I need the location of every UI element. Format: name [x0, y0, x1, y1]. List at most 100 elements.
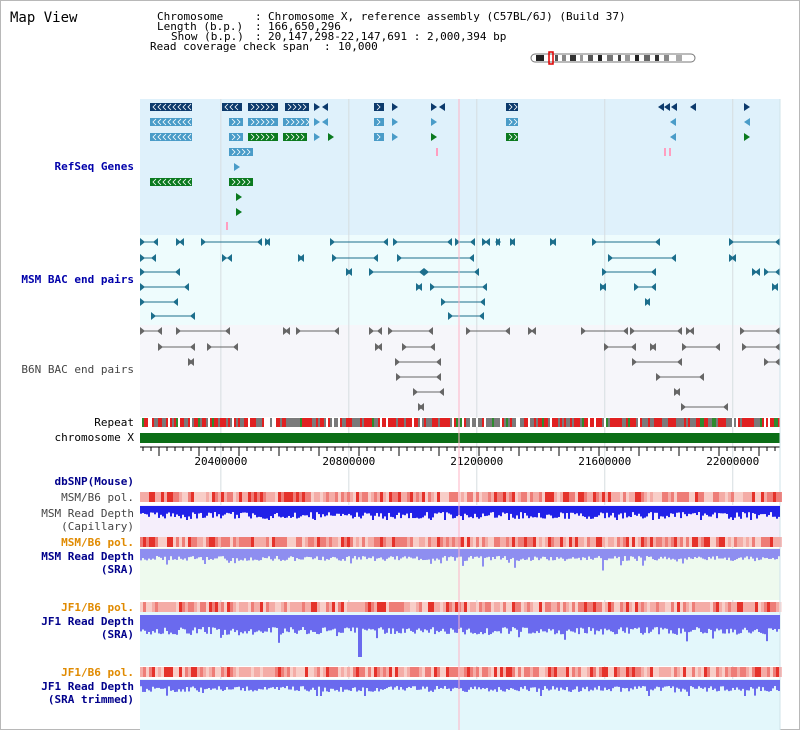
refseq-gene-arrow[interactable] — [236, 193, 242, 201]
bac-end-pair[interactable] — [140, 238, 158, 246]
bac-end-pair[interactable] — [448, 312, 484, 320]
refseq-gene-arrow[interactable] — [234, 163, 240, 171]
bac-end-pair[interactable] — [330, 238, 388, 246]
bac-end-pair[interactable] — [674, 388, 680, 396]
bac-end-pair[interactable] — [346, 268, 352, 276]
refseq-gene-arrow[interactable] — [328, 133, 334, 141]
bac-end-pair[interactable] — [729, 254, 736, 262]
bac-end-pair[interactable] — [441, 298, 485, 306]
bac-end-pair[interactable] — [608, 254, 676, 262]
repeat-track[interactable] — [140, 418, 780, 427]
bac-end-pair[interactable] — [388, 327, 433, 335]
bac-end-pair[interactable] — [592, 238, 660, 246]
bac-end-pair[interactable] — [650, 343, 656, 351]
msm-pol2-label[interactable]: MSM/B6 pol. — [61, 536, 134, 549]
pol-track[interactable] — [140, 667, 780, 677]
bac-end-pair[interactable] — [600, 283, 606, 291]
refseq-gene-arrow[interactable] — [431, 103, 437, 111]
jf1-depth-sra-label-1[interactable]: JF1 Read Depth — [41, 615, 134, 628]
bac-end-pair[interactable] — [176, 327, 230, 335]
bac-end-pair[interactable] — [418, 403, 424, 411]
msm-pol1-label[interactable]: MSM/B6 pol. — [61, 491, 134, 504]
refseq-gene-arrow[interactable] — [670, 133, 676, 141]
refseq-gene[interactable] — [150, 103, 192, 111]
refseq-gene-arrow[interactable] — [392, 133, 398, 141]
bac-end-pair[interactable] — [630, 327, 682, 335]
refseq-gene-arrow[interactable] — [744, 133, 750, 141]
refseq-gene-arrow[interactable] — [431, 118, 437, 126]
chromosome-label[interactable]: chromosome X — [54, 431, 134, 444]
refseq-gene-arrow[interactable] — [322, 103, 328, 111]
bac-end-pair[interactable] — [752, 268, 760, 276]
chromosome-ideogram[interactable] — [530, 51, 696, 65]
refseq-gene-arrow[interactable] — [314, 118, 320, 126]
bac-end-pair[interactable] — [413, 388, 444, 396]
bac-end-pair[interactable] — [151, 312, 195, 320]
bac-end-pair[interactable] — [140, 298, 178, 306]
bac-end-pair[interactable] — [369, 327, 382, 335]
jf1-pol2-label[interactable]: JF1/B6 pol. — [61, 666, 134, 679]
bac-end-pair[interactable] — [375, 343, 382, 351]
msm-bac-label[interactable]: MSM BAC end pairs — [21, 273, 134, 286]
bac-end-pair[interactable] — [140, 283, 189, 291]
bac-end-pair[interactable] — [296, 327, 339, 335]
refseq-gene-arrow[interactable] — [236, 208, 242, 216]
bac-end-pair[interactable] — [393, 238, 452, 246]
refseq-genes-track[interactable] — [150, 103, 750, 230]
refseq-gene-arrow[interactable] — [670, 118, 676, 126]
refseq-gene-arrow[interactable] — [392, 103, 398, 111]
refseq-gene[interactable] — [436, 148, 438, 156]
jf1-depth-trim-label-1[interactable]: JF1 Read Depth — [41, 680, 134, 693]
refseq-gene-arrow[interactable] — [690, 103, 696, 111]
refseq-label[interactable]: RefSeq Genes — [54, 160, 134, 173]
bac-end-pair[interactable] — [397, 254, 474, 262]
bac-end-pair[interactable] — [140, 254, 156, 262]
bac-end-pair[interactable] — [742, 343, 780, 351]
bac-end-pair[interactable] — [298, 254, 304, 262]
bac-end-pair[interactable] — [602, 268, 656, 276]
bac-end-pair[interactable] — [686, 327, 694, 335]
refseq-gene[interactable] — [150, 133, 192, 141]
refseq-gene[interactable] — [283, 133, 307, 141]
refseq-gene[interactable] — [248, 133, 278, 141]
refseq-gene-arrow[interactable] — [431, 133, 437, 141]
bac-end-pair[interactable] — [634, 283, 656, 291]
refseq-gene[interactable] — [229, 118, 243, 126]
bac-end-pair[interactable] — [140, 268, 180, 276]
bac-end-pair[interactable] — [158, 343, 195, 351]
refseq-gene[interactable] — [248, 118, 278, 126]
bac-end-pair[interactable] — [140, 327, 162, 335]
refseq-gene[interactable] — [664, 148, 666, 156]
bac-end-pair[interactable] — [222, 254, 232, 262]
refseq-gene[interactable] — [374, 103, 384, 111]
bac-end-pair[interactable] — [455, 238, 475, 246]
refseq-gene-arrow[interactable] — [314, 103, 320, 111]
bac-end-pair[interactable] — [528, 327, 536, 335]
bac-end-pair[interactable] — [332, 254, 378, 262]
refseq-gene-arrow[interactable] — [744, 118, 750, 126]
refseq-gene[interactable] — [506, 133, 518, 141]
refseq-gene-arrow[interactable] — [658, 103, 664, 111]
refseq-gene[interactable] — [506, 118, 518, 126]
bac-end-pair[interactable] — [681, 403, 728, 411]
refseq-gene[interactable] — [229, 178, 253, 186]
b6n-bac-label[interactable]: B6N BAC end pairs — [21, 363, 134, 376]
bac-end-pair[interactable] — [402, 343, 435, 351]
refseq-gene-arrow[interactable] — [671, 103, 677, 111]
repeat-label[interactable]: Repeat — [94, 416, 134, 429]
bac-end-pair[interactable] — [645, 298, 650, 306]
refseq-gene[interactable] — [669, 148, 671, 156]
refseq-gene[interactable] — [226, 222, 228, 230]
bac-end-pair[interactable] — [395, 358, 441, 366]
bac-end-pair[interactable] — [283, 327, 290, 335]
bac-end-pair[interactable] — [416, 283, 422, 291]
refseq-gene-arrow[interactable] — [322, 118, 328, 126]
b6n-bac-track[interactable] — [140, 327, 780, 411]
bac-end-pair[interactable] — [207, 343, 238, 351]
refseq-gene[interactable] — [285, 103, 309, 111]
dbsnp-label[interactable]: dbSNP(Mouse) — [54, 475, 134, 488]
bac-end-pair[interactable] — [656, 373, 704, 381]
bac-end-pair[interactable] — [188, 358, 194, 366]
refseq-gene[interactable] — [229, 148, 253, 156]
